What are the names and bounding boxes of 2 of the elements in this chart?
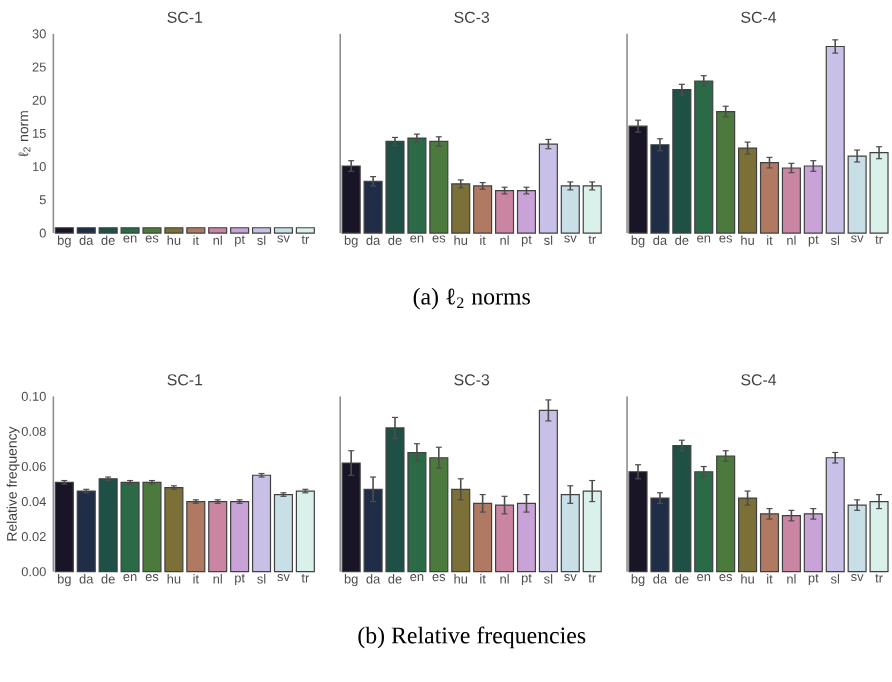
- text: (a) ℓ$_{2}$ norms: [413, 288, 530, 310]
- text: (b) Relative frequencies: [358, 626, 586, 649]
